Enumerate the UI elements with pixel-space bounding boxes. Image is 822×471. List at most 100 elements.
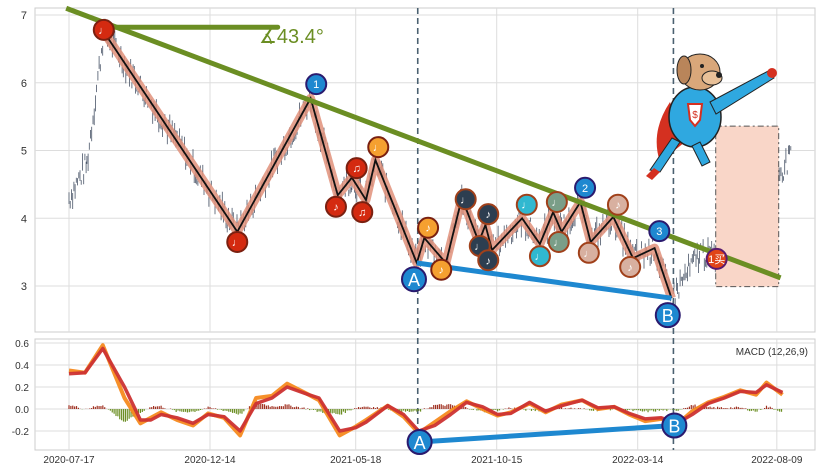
marker-23: B	[654, 302, 681, 329]
marker-label: ♩	[460, 194, 471, 206]
marker-circle	[606, 193, 629, 216]
macd-legend: MACD (12,26,9)	[736, 347, 808, 358]
marker-label: 3	[656, 226, 662, 238]
marker-16: ♩	[545, 190, 568, 213]
price-y-tick-label: 3	[21, 281, 27, 293]
marker-label: ♪	[438, 265, 444, 277]
macd-divergence-label: B	[668, 417, 680, 437]
marker-circle	[654, 302, 681, 329]
marker-13: ♪	[477, 249, 500, 272]
marker-label: 1	[313, 79, 319, 91]
marker-1: ♩	[226, 230, 249, 253]
marker-label: ♩	[521, 200, 532, 212]
marker-label: ♩	[98, 25, 109, 37]
marker-10: ♩	[454, 188, 477, 211]
marker-7: A	[400, 266, 427, 293]
marker-circle	[400, 266, 427, 293]
marker-label: ♩	[551, 197, 562, 209]
marker-circle	[351, 201, 374, 224]
marker-label: ♪	[627, 262, 633, 274]
marker-label: A	[408, 270, 420, 290]
marker-circle	[417, 216, 440, 239]
marker-circle	[547, 230, 570, 253]
x-tick-label: 2022-08-09	[751, 455, 803, 466]
marker-circle	[305, 73, 328, 96]
marker-9: ♪	[430, 258, 453, 281]
marker-circle	[545, 190, 568, 213]
macd-y-tick-label: 0.0	[15, 405, 29, 416]
marker-18: 2	[574, 176, 597, 199]
marker-label: 1买	[708, 253, 725, 266]
angle-label: ∡43.4°	[259, 26, 324, 48]
marker-circle	[92, 18, 115, 41]
marker-circle	[515, 193, 538, 216]
x-tick-label: 2021-05-18	[330, 455, 382, 466]
marker-circle	[574, 176, 597, 199]
price-y-tick-label: 5	[21, 146, 27, 158]
marker-label: ♩	[232, 237, 243, 249]
marker-circle	[619, 256, 642, 279]
marker-2: 1	[305, 73, 328, 96]
marker-circle	[367, 136, 390, 159]
macd-y-tick-label: -0.2	[12, 427, 30, 438]
marker-circle	[528, 245, 551, 268]
marker-label: ♪	[615, 200, 621, 212]
marker-circle	[477, 249, 500, 272]
support-line	[416, 260, 672, 301]
marker-20: ♪	[606, 193, 629, 216]
marker-label: 2	[582, 183, 588, 195]
marker-label: ♫	[353, 163, 361, 175]
macd-divergence-line	[419, 423, 675, 445]
marker-label: ♩	[474, 241, 485, 253]
marker-0: ♩	[92, 18, 115, 41]
macd-y-tick-label: 0.4	[15, 361, 29, 372]
marker-circle	[577, 241, 600, 264]
marker-circle	[454, 188, 477, 211]
macd-divergence-marker	[661, 412, 688, 439]
marker-label: ♪	[333, 202, 339, 214]
marker-circle	[226, 230, 249, 253]
marker-label: ♫	[358, 207, 366, 219]
marker-label: B	[662, 306, 674, 326]
marker-22: 3	[648, 220, 671, 243]
svg-text:$: $	[692, 110, 698, 121]
marker-label: ♩	[373, 142, 384, 154]
x-tick-label: 2020-07-17	[43, 455, 95, 466]
marker-24: 1买	[705, 247, 728, 270]
marker-4: ♫	[345, 157, 368, 180]
marker-circle	[345, 157, 368, 180]
macd-y-tick-label: 0.6	[15, 339, 29, 350]
marker-label: ♪	[485, 255, 491, 267]
macd-divergence-marker	[406, 429, 433, 455]
x-tick-label: 2022-03-14	[612, 455, 664, 466]
superhero-dog-image: $	[646, 53, 777, 180]
marker-circle	[648, 220, 671, 243]
marker-circle	[705, 247, 728, 270]
marker-label: ♪	[425, 223, 431, 235]
marker-21: ♪	[619, 256, 642, 279]
marker-label: ♪	[485, 209, 491, 221]
x-tick-label: 2020-12-14	[184, 455, 236, 466]
marker-19: ♩	[577, 241, 600, 264]
marker-8: ♪	[417, 216, 440, 239]
macd-y-tick-label: 0.2	[15, 383, 29, 394]
marker-17: ♩	[547, 230, 570, 253]
marker-3: ♪	[324, 195, 347, 218]
marker-circle	[324, 195, 347, 218]
marker-14: ♩	[515, 193, 538, 216]
marker-11: ♪	[477, 203, 500, 226]
price-y-tick-label: 7	[21, 10, 27, 22]
price-y-tick-label: 6	[21, 78, 27, 90]
marker-6: ♩	[367, 136, 390, 159]
x-tick-label: 2021-10-15	[471, 455, 523, 466]
zigzag-line	[103, 31, 673, 299]
marker-15: ♩	[528, 245, 551, 268]
price-y-tick-label: 4	[21, 213, 27, 225]
marker-label: ♩	[583, 248, 594, 260]
marker-label: ♩	[553, 237, 564, 249]
marker-circle	[477, 203, 500, 226]
macd-divergence-label: A	[414, 433, 426, 453]
marker-5: ♫	[351, 201, 374, 224]
